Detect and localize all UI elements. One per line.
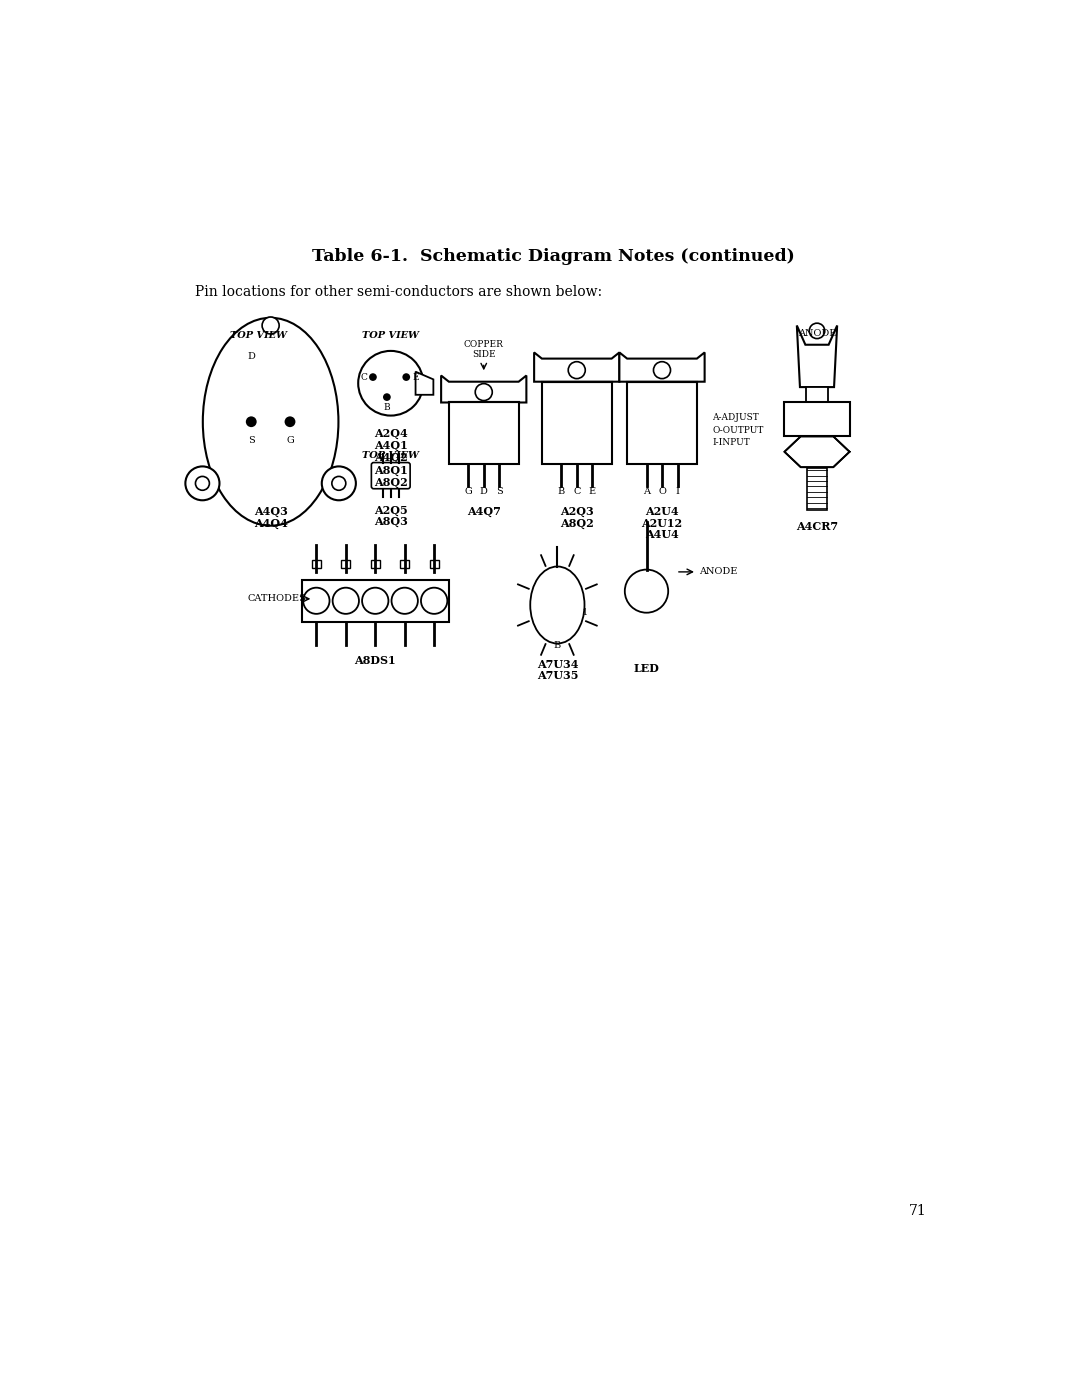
Circle shape bbox=[284, 416, 296, 427]
Bar bbox=[400, 560, 409, 569]
Bar bbox=[784, 402, 850, 436]
Circle shape bbox=[383, 393, 391, 401]
Circle shape bbox=[362, 588, 389, 613]
Text: A4Q1: A4Q1 bbox=[374, 440, 407, 451]
Text: B: B bbox=[554, 641, 561, 650]
Text: A: A bbox=[643, 486, 650, 496]
Bar bbox=[430, 560, 438, 569]
Circle shape bbox=[568, 362, 585, 379]
Circle shape bbox=[369, 373, 377, 381]
Circle shape bbox=[359, 351, 423, 415]
Bar bbox=[542, 381, 611, 464]
Text: A4Q2: A4Q2 bbox=[374, 453, 407, 464]
Circle shape bbox=[403, 373, 410, 381]
Text: A2Q3: A2Q3 bbox=[559, 506, 594, 517]
Text: I-INPUT: I-INPUT bbox=[713, 439, 751, 447]
Text: A2Q5: A2Q5 bbox=[374, 504, 407, 515]
Text: TOP VIEW: TOP VIEW bbox=[230, 331, 287, 339]
Text: CATHODES: CATHODES bbox=[247, 594, 306, 604]
Text: Pin locations for other semi-conductors are shown below:: Pin locations for other semi-conductors … bbox=[195, 285, 603, 299]
Text: A8Q1: A8Q1 bbox=[374, 465, 407, 476]
Text: 71: 71 bbox=[909, 1204, 927, 1218]
Bar bbox=[341, 560, 350, 569]
Text: Table 6-1.  Schematic Diagram Notes (continued): Table 6-1. Schematic Diagram Notes (cont… bbox=[312, 247, 795, 264]
Circle shape bbox=[333, 588, 359, 613]
Text: ANODE: ANODE bbox=[699, 567, 738, 577]
Bar bbox=[627, 381, 697, 464]
Polygon shape bbox=[797, 326, 837, 387]
Bar bbox=[449, 402, 518, 464]
Text: A8Q3: A8Q3 bbox=[374, 517, 407, 527]
Polygon shape bbox=[535, 352, 619, 381]
Text: E: E bbox=[589, 486, 596, 496]
Text: G: G bbox=[464, 486, 472, 496]
Text: SIDE: SIDE bbox=[472, 351, 496, 359]
Text: E: E bbox=[413, 373, 419, 381]
Circle shape bbox=[246, 416, 257, 427]
Text: I: I bbox=[675, 486, 679, 496]
Text: A-ADJUST: A-ADJUST bbox=[713, 414, 759, 422]
Text: COPPER: COPPER bbox=[463, 341, 503, 349]
Text: A2Q4: A2Q4 bbox=[374, 427, 407, 439]
Text: A4Q3: A4Q3 bbox=[254, 506, 287, 517]
Text: S: S bbox=[496, 486, 502, 496]
Bar bbox=[312, 560, 321, 569]
Text: D: D bbox=[480, 486, 488, 496]
Text: A4U4: A4U4 bbox=[645, 529, 679, 541]
Polygon shape bbox=[784, 436, 850, 467]
Text: A4Q7: A4Q7 bbox=[467, 506, 501, 517]
Circle shape bbox=[322, 467, 356, 500]
Circle shape bbox=[303, 588, 329, 613]
Polygon shape bbox=[441, 376, 526, 402]
Text: TOP VIEW: TOP VIEW bbox=[362, 331, 419, 339]
Text: A2U4: A2U4 bbox=[645, 506, 679, 517]
Polygon shape bbox=[416, 372, 433, 395]
Circle shape bbox=[625, 570, 669, 613]
Ellipse shape bbox=[203, 317, 338, 525]
Text: B: B bbox=[557, 486, 565, 496]
Ellipse shape bbox=[530, 567, 584, 644]
Text: D: D bbox=[247, 352, 255, 360]
Text: A8DS1: A8DS1 bbox=[354, 655, 396, 666]
Circle shape bbox=[421, 588, 447, 613]
Circle shape bbox=[809, 323, 825, 338]
Text: B: B bbox=[383, 404, 390, 412]
Circle shape bbox=[653, 362, 671, 379]
Text: S: S bbox=[248, 436, 255, 446]
Text: C: C bbox=[573, 486, 580, 496]
Text: C: C bbox=[361, 373, 368, 381]
Text: A8Q2: A8Q2 bbox=[559, 518, 594, 529]
Text: A4CR7: A4CR7 bbox=[796, 521, 838, 532]
Circle shape bbox=[262, 317, 279, 334]
Bar bbox=[807, 468, 827, 510]
Bar bbox=[370, 560, 380, 569]
Text: O-OUTPUT: O-OUTPUT bbox=[713, 426, 764, 434]
Text: ANODE: ANODE bbox=[798, 328, 836, 338]
Text: LED: LED bbox=[634, 662, 660, 673]
Text: A2U12: A2U12 bbox=[642, 518, 683, 529]
Circle shape bbox=[475, 384, 492, 401]
Text: A7U35: A7U35 bbox=[537, 671, 578, 682]
Text: 1: 1 bbox=[581, 608, 588, 617]
Circle shape bbox=[186, 467, 219, 500]
Text: TOP VIEW: TOP VIEW bbox=[362, 451, 419, 460]
Circle shape bbox=[392, 588, 418, 613]
Polygon shape bbox=[619, 352, 704, 381]
Text: G: G bbox=[286, 436, 294, 446]
Text: A8Q2: A8Q2 bbox=[374, 476, 407, 488]
Text: A4Q4: A4Q4 bbox=[254, 518, 287, 529]
Text: O: O bbox=[658, 486, 666, 496]
Bar bbox=[806, 387, 828, 402]
Text: A7U34: A7U34 bbox=[537, 659, 578, 669]
Bar bbox=[301, 580, 449, 622]
FancyBboxPatch shape bbox=[372, 462, 410, 489]
